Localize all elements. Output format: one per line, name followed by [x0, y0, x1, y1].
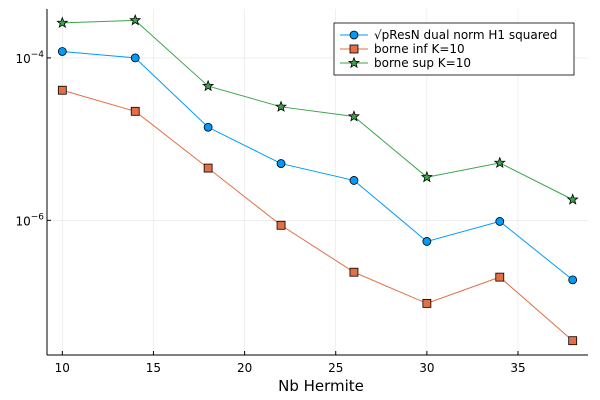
data-point: [275, 100, 288, 112]
tick-labels: 10 15 20 25 30 35 10−6 10−4: [15, 50, 525, 375]
x-tick-label: 25: [328, 361, 343, 375]
data-point: [495, 272, 505, 282]
data-point: [129, 14, 142, 26]
data-point: [130, 53, 140, 63]
legend-label: √pResN dual norm H1 squared: [374, 28, 557, 42]
data-point: [568, 336, 578, 346]
data-point: [57, 85, 67, 95]
series-line: [62, 19, 573, 201]
series-circle: [57, 47, 578, 285]
data-point: [347, 110, 360, 122]
x-tick-label: 30: [419, 361, 434, 375]
legend-entry: borne inf K=10: [340, 42, 465, 56]
data-point: [130, 106, 140, 116]
data-point: [203, 163, 213, 173]
legend-box: [333, 22, 575, 76]
x-tick-label: 35: [510, 361, 525, 375]
data-point: [495, 217, 505, 226]
data-point: [202, 79, 215, 92]
legend-label: borne sup K=10: [374, 56, 471, 70]
data-point: [422, 298, 432, 308]
axes: [46, 9, 588, 356]
data-point: [422, 237, 432, 246]
data-point: [276, 159, 286, 168]
data-point: [566, 193, 579, 205]
data-point: [349, 267, 359, 277]
series-line: [62, 89, 574, 342]
data-point: [420, 170, 433, 183]
data-point: [56, 16, 69, 28]
data-point: [349, 176, 359, 185]
y-tick-label: 10−6: [15, 212, 44, 228]
data-point: [276, 220, 286, 230]
legend-marker: [349, 30, 359, 40]
x-tick-label: 20: [237, 361, 252, 375]
series-line: [62, 50, 574, 281]
data-point: [493, 156, 506, 169]
series-layer: [56, 14, 579, 346]
legend-entry: √pResN dual norm H1 squared: [340, 28, 557, 42]
legend-marker: [349, 44, 359, 54]
x-axis-title: Nb Hermite: [278, 377, 364, 395]
series-square: [57, 85, 578, 346]
x-tick-label: 10: [55, 361, 70, 375]
data-point: [568, 275, 578, 285]
x-tick-label: 15: [146, 361, 161, 375]
legend-marker: [347, 56, 361, 69]
data-point: [57, 47, 67, 56]
data-point: [203, 122, 213, 132]
legend-label: borne inf K=10: [374, 42, 465, 56]
legend-entry: borne sup K=10: [340, 56, 471, 70]
series-star: [56, 14, 579, 205]
y-tick-label: 10−4: [15, 50, 44, 66]
